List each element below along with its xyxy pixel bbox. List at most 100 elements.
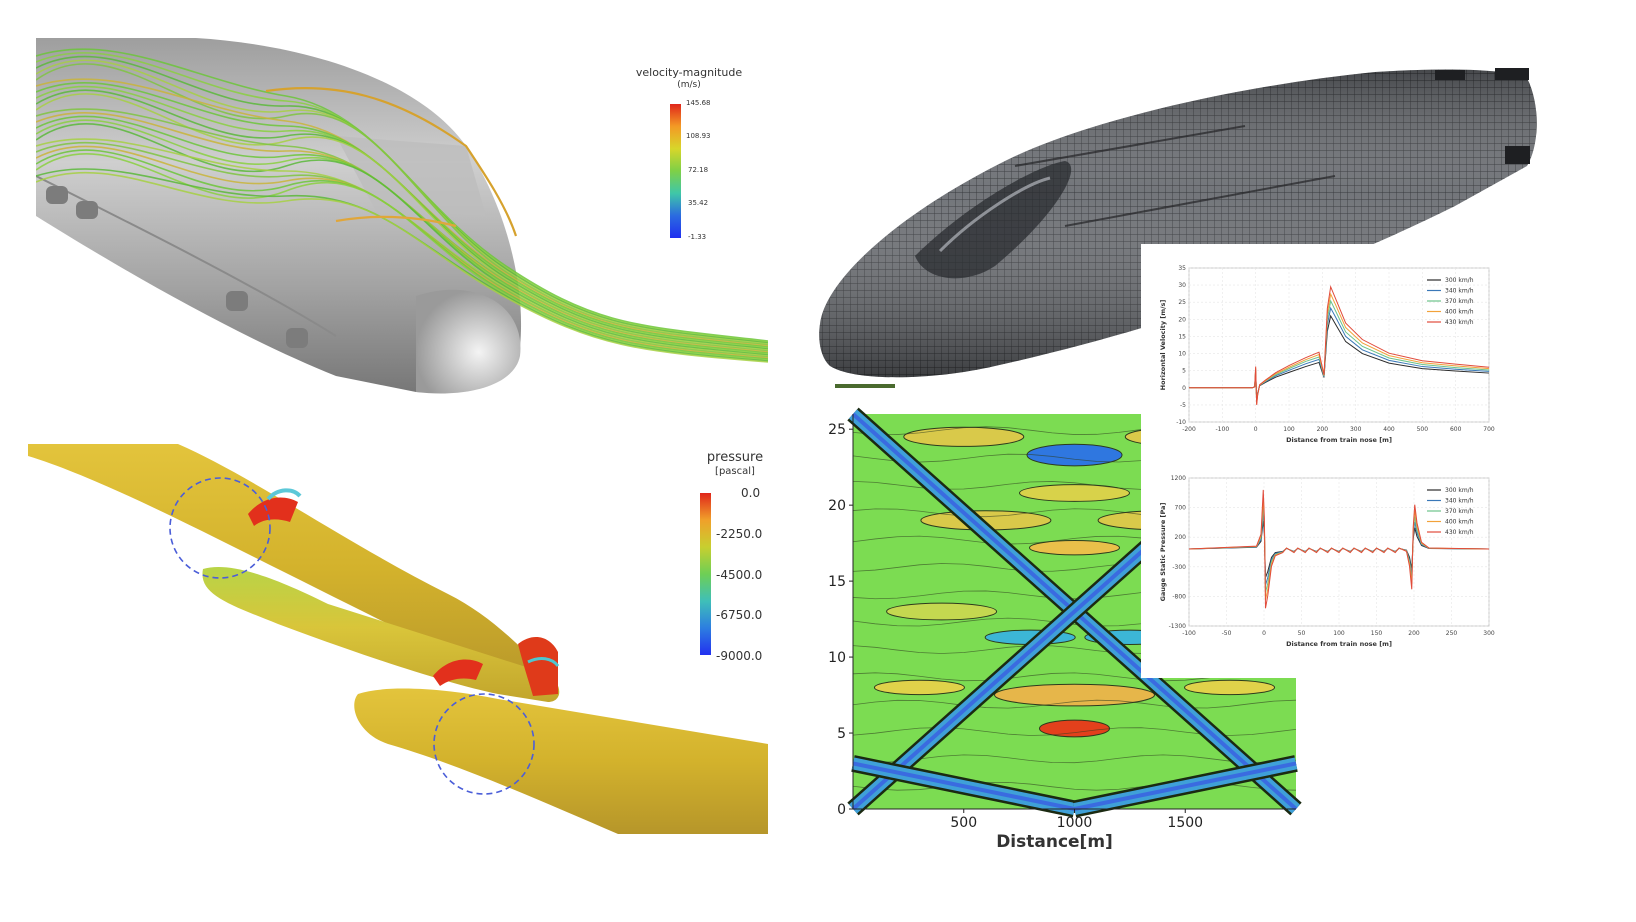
contour-line	[852, 754, 1297, 764]
x-tick-label: 0	[1254, 426, 1258, 433]
x-tick-label: 700	[1483, 426, 1495, 433]
x-tick-label: 600	[1450, 426, 1462, 433]
wave-band-core	[1074, 761, 1297, 811]
y-tick-label: 30	[1178, 282, 1186, 289]
x-tick-label: 250	[1446, 630, 1458, 637]
streamline	[36, 122, 768, 356]
streamlines	[36, 48, 768, 363]
y-tick-label: 10	[1178, 351, 1186, 358]
x-tick-label: 400	[1383, 426, 1395, 433]
legend-label: 400 km/h	[1445, 309, 1474, 316]
y-tick-label: -800	[1172, 593, 1186, 600]
y-tick-label: 700	[1175, 505, 1187, 512]
velocity-tick-label: 35.42	[688, 199, 709, 207]
x-axis-title: Distance[m]	[996, 832, 1113, 852]
contour-region	[1019, 484, 1130, 502]
legend-label: 400 km/h	[1445, 519, 1474, 526]
x-tick-label: 0	[1262, 630, 1266, 637]
velocity-legend-unit: (m/s)	[677, 80, 701, 90]
y-axis-title: Gauge Static Pressure [Pa]	[1159, 503, 1167, 602]
streamline	[265, 86, 518, 237]
velocity-chart-svg: -200 -100 0 100 200 300 400 500 600 7003530252015…	[1159, 265, 1495, 444]
x-axis-title: Distance from train nose [m]	[1286, 436, 1392, 444]
streamline-render-image	[36, 36, 768, 398]
velocity-legend-title: velocity-magnitude	[635, 66, 743, 79]
legend-label: 430 km/h	[1445, 529, 1474, 536]
y-tick-label: 10	[828, 650, 846, 666]
y-tick-label: 15	[828, 574, 846, 590]
contour-region	[1039, 719, 1110, 738]
y-tick-label: 0	[1182, 385, 1186, 392]
contour-region	[994, 683, 1155, 707]
legend-label: 370 km/h	[1445, 508, 1474, 515]
legend-label: 300 km/h	[1445, 277, 1474, 284]
streamline	[36, 171, 768, 363]
x-tick-label: 500	[1417, 426, 1429, 433]
x-tick-label: 100	[1283, 426, 1295, 433]
pressure-render	[28, 444, 768, 834]
velocity-line-chart: -200 -100 0 100 200 300 400 500 600 700 35 30 25 20 15…	[1141, 244, 1511, 456]
contour-region	[1184, 679, 1276, 696]
x-tick-label: 150	[1371, 630, 1383, 637]
x-tick-label: 200	[1408, 630, 1420, 637]
x-tick-label: 1500	[1167, 815, 1203, 831]
series-line	[1189, 284, 1490, 405]
velocity-tick-label: 145.68	[686, 99, 711, 107]
x-tick-label: 200	[1317, 426, 1329, 433]
x-tick-label: 100	[1333, 630, 1345, 637]
y-tick-label: -1300	[1169, 623, 1187, 630]
y-tick-label: 0	[837, 802, 846, 818]
streamline	[36, 63, 768, 346]
legend-label: 300 km/h	[1445, 487, 1474, 494]
bogie-fairings	[46, 186, 308, 348]
pressure-tick-label: -6750.0	[716, 608, 763, 622]
pressure-tick-label: 0.0	[741, 486, 761, 500]
series-line	[1188, 489, 1490, 609]
y-tick-label: -300	[1172, 564, 1186, 571]
surface-mesh-image	[819, 68, 1537, 388]
streamline	[36, 152, 768, 361]
velocity-colorbar	[670, 104, 681, 238]
x-tick-label: -100	[1216, 426, 1230, 433]
velocity-tick-label: 72.18	[688, 166, 709, 174]
contour-line	[852, 699, 1297, 709]
pressure-render-image	[28, 444, 768, 834]
pressure-chart-svg: -100 -50 0 50 100 150 200 250 300 1200 700 200 -300 -…	[1159, 475, 1495, 648]
y-tick-label: 15	[1178, 333, 1186, 340]
wave-band-core	[852, 761, 1075, 811]
pressure-colorbar	[700, 493, 711, 655]
y-tick-label: 20	[1178, 316, 1186, 323]
y-tick-label: -5	[1180, 402, 1186, 409]
surface-mesh-render	[815, 66, 1545, 388]
plot-frame	[1188, 267, 1490, 423]
pressure-legend-unit: [pascal]	[715, 466, 755, 477]
x-tick-label: 500	[950, 815, 977, 831]
y-tick-label: -10	[1176, 419, 1186, 426]
y-axis-title: Horizontal Velocity [m/s]	[1159, 300, 1167, 391]
mesh-windshield	[915, 161, 1072, 279]
y-tick-label: 25	[1178, 299, 1186, 306]
pressure-tick-label: -9000.0	[716, 649, 763, 663]
contour-region	[903, 426, 1025, 447]
x-tick-label: -50	[1222, 630, 1232, 637]
train-body-shape	[36, 38, 522, 393]
y-tick-label: 20	[828, 498, 846, 514]
x-axis-title: Distance from train nose [m]	[1286, 640, 1392, 648]
x-tick-label: 300	[1350, 426, 1362, 433]
track-tube-surface	[354, 688, 768, 834]
y-tick-label: 1200	[1171, 475, 1186, 482]
pressure-legend-title: pressure	[706, 450, 764, 465]
velocity-tick-label: 108.93	[686, 132, 711, 140]
contour-region	[886, 602, 998, 621]
x-tick-label: -200	[1182, 426, 1196, 433]
velocity-tick-label: -1.33	[688, 233, 707, 241]
pressure-tick-label: -4500.0	[716, 568, 763, 582]
legend-label: 430 km/h	[1445, 319, 1474, 326]
y-tick-label: 200	[1175, 534, 1187, 541]
pressure-line-chart: -100 -50 0 50 100 150 200 250 300 1200 700 200 -300 -…	[1141, 456, 1511, 678]
streamline-render	[36, 36, 768, 398]
y-tick-label: 5	[1182, 368, 1186, 375]
contour-region	[873, 679, 965, 696]
contour-region	[1029, 539, 1120, 556]
y-tick-label: 5	[837, 726, 846, 742]
